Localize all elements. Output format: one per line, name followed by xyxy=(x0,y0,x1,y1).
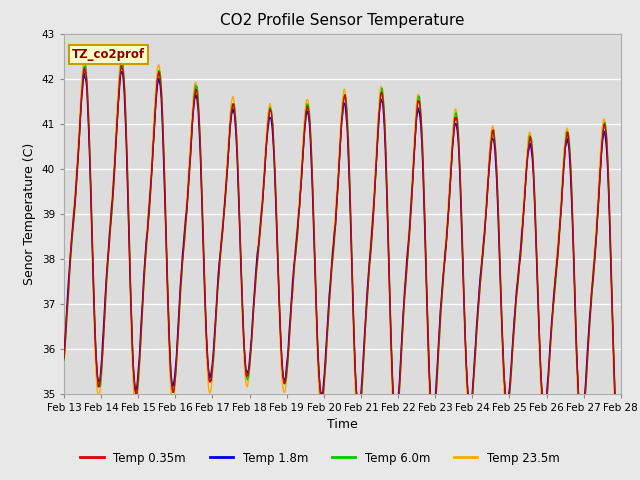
Y-axis label: Senor Temperature (C): Senor Temperature (C) xyxy=(23,143,36,285)
Title: CO2 Profile Sensor Temperature: CO2 Profile Sensor Temperature xyxy=(220,13,465,28)
X-axis label: Time: Time xyxy=(327,418,358,431)
Legend: Temp 0.35m, Temp 1.8m, Temp 6.0m, Temp 23.5m: Temp 0.35m, Temp 1.8m, Temp 6.0m, Temp 2… xyxy=(76,447,564,469)
Text: TZ_co2prof: TZ_co2prof xyxy=(72,48,145,61)
